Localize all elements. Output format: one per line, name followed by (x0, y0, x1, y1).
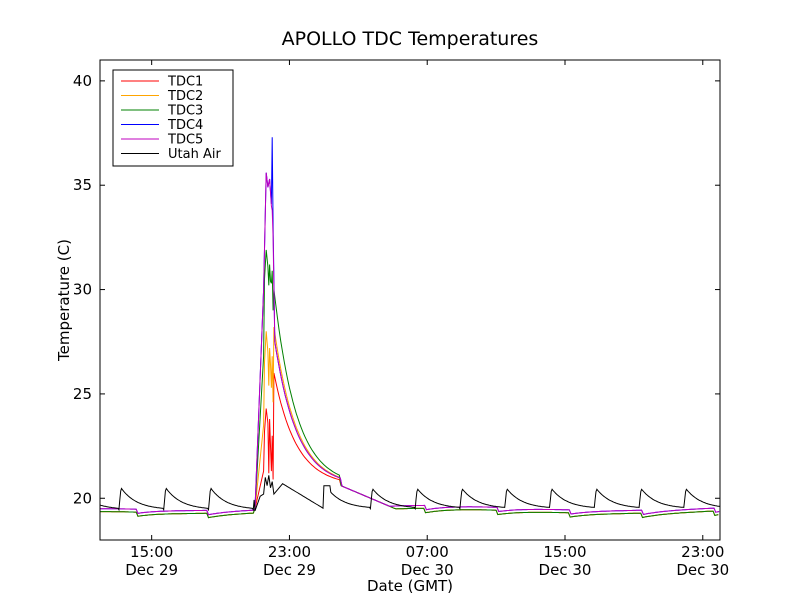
y-tick-label: 35 (73, 176, 92, 194)
x-tick-label-time: 23:00 (681, 543, 724, 561)
y-tick-label: 40 (73, 72, 92, 90)
legend-label: TDC2 (167, 89, 203, 104)
series-line-utah-air (99, 475, 721, 512)
y-tick-label: 30 (73, 281, 92, 299)
y-tick-label: 25 (73, 385, 92, 403)
y-tick-label: 20 (73, 489, 92, 507)
x-tick-label-time: 15:00 (130, 543, 173, 561)
x-tick-label-time: 15:00 (543, 543, 586, 561)
x-axis-label: Date (GMT) (367, 577, 453, 595)
chart-title: APOLLO TDC Temperatures (282, 28, 539, 50)
legend-box (112, 69, 234, 167)
x-tick-label-date: Dec 30 (401, 561, 454, 579)
x-tick-label-date: Dec 30 (676, 561, 729, 579)
x-tick-label-time: 23:00 (268, 543, 311, 561)
series-line-tdc5 (100, 172, 720, 516)
x-tick-label-time: 07:00 (406, 543, 449, 561)
series-line-tdc3 (100, 249, 719, 519)
y-axis-label: Temperature (C) (55, 239, 73, 362)
x-tick-label-date: Dec 29 (263, 561, 316, 579)
legend-label: TDC3 (167, 104, 203, 119)
x-tick-label-date: Dec 29 (125, 561, 178, 579)
legend-label: TDC5 (167, 133, 203, 148)
plot-frame (99, 59, 721, 541)
x-tick-label-date: Dec 30 (539, 561, 592, 579)
legend-label: Utah Air (168, 147, 221, 162)
series-layer (99, 137, 721, 519)
legend-label: TDC1 (167, 75, 203, 90)
legend-label: TDC4 (167, 118, 203, 133)
